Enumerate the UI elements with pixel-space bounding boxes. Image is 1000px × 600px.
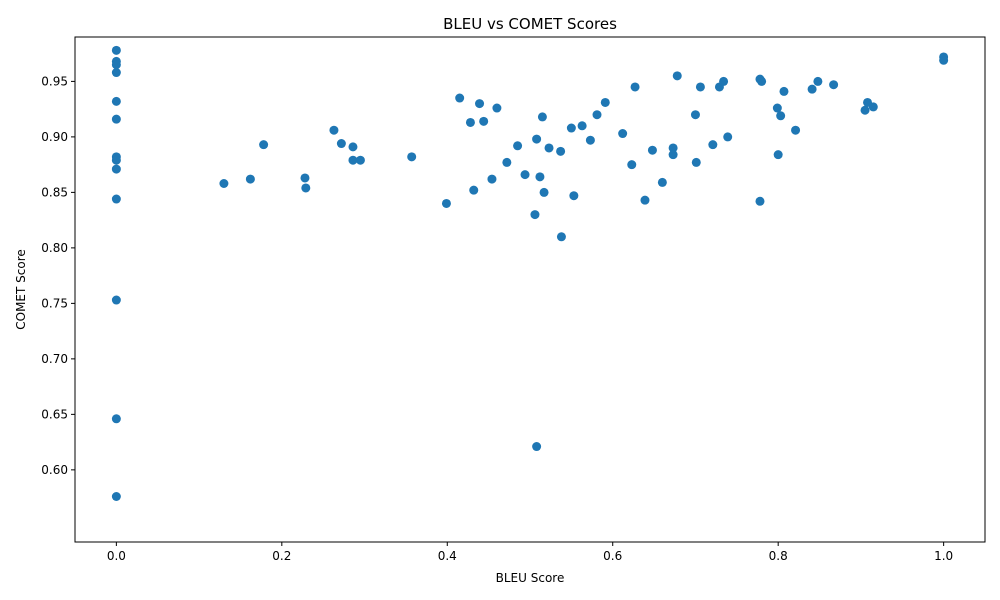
data-point (407, 152, 417, 162)
data-point (111, 164, 121, 174)
data-point (556, 232, 566, 242)
data-point (585, 135, 595, 145)
data-point (111, 414, 121, 424)
data-point (640, 195, 650, 205)
data-point (111, 114, 121, 124)
data-point (329, 125, 339, 135)
data-point (755, 196, 765, 206)
chart-title: BLEU vs COMET Scores (443, 15, 617, 33)
data-point (627, 160, 637, 170)
data-point (111, 295, 121, 305)
data-point (672, 71, 682, 81)
x-tick-label: 0.0 (107, 549, 126, 563)
data-point (630, 82, 640, 92)
data-point (772, 103, 782, 113)
data-point (695, 82, 705, 92)
data-point (723, 132, 733, 142)
data-point (690, 110, 700, 120)
data-point (259, 140, 269, 150)
data-point (537, 112, 547, 122)
y-tick-label: 0.65 (41, 407, 68, 421)
data-point (773, 150, 783, 160)
data-point (111, 491, 121, 501)
data-point (939, 55, 949, 65)
y-tick-label: 0.75 (41, 296, 68, 310)
data-point (520, 170, 530, 180)
data-point (479, 116, 489, 126)
data-point (441, 198, 451, 208)
data-point (657, 177, 667, 187)
y-tick-label: 0.90 (41, 130, 68, 144)
data-point (829, 80, 839, 90)
x-tick-label: 0.2 (272, 549, 291, 563)
data-point (300, 173, 310, 183)
points-layer (111, 45, 949, 501)
data-point (111, 155, 121, 165)
y-tick-label: 0.85 (41, 185, 68, 199)
data-point (465, 117, 475, 127)
x-tick-label: 0.6 (603, 549, 622, 563)
x-axis-label: BLEU Score (496, 571, 565, 585)
data-point (807, 84, 817, 94)
data-point (539, 187, 549, 197)
data-point (475, 99, 485, 109)
data-point (647, 145, 657, 155)
data-point (348, 155, 358, 165)
x-tick-label: 1.0 (934, 549, 953, 563)
data-point (860, 105, 870, 115)
data-point (301, 183, 311, 193)
data-point (502, 157, 512, 167)
y-tick-label: 0.70 (41, 352, 68, 366)
y-tick-label: 0.60 (41, 463, 68, 477)
data-point (532, 134, 542, 144)
data-point (868, 102, 878, 112)
y-axis: 0.60 0.65 0.70 0.75 0.80 0.85 0.90 0.95 (41, 74, 75, 477)
data-point (577, 121, 587, 131)
data-point (618, 129, 628, 139)
data-point (592, 110, 602, 120)
data-point (111, 68, 121, 78)
data-point (757, 76, 767, 86)
data-point (355, 155, 365, 165)
data-point (111, 60, 121, 70)
data-point (776, 111, 786, 121)
data-point (691, 157, 701, 167)
data-point (455, 93, 465, 103)
data-point (532, 442, 542, 452)
data-point (513, 141, 523, 151)
data-point (245, 174, 255, 184)
data-point (492, 103, 502, 113)
data-point (600, 97, 610, 107)
data-point (111, 194, 121, 204)
data-point (556, 146, 566, 156)
y-axis-label: COMET Score (14, 249, 28, 330)
x-tick-label: 0.8 (769, 549, 788, 563)
data-point (530, 210, 540, 220)
y-tick-label: 0.80 (41, 241, 68, 255)
data-point (469, 185, 479, 195)
data-point (569, 191, 579, 201)
data-point (668, 143, 678, 153)
data-point (566, 123, 576, 133)
data-point (487, 174, 497, 184)
plot-area-frame (74, 36, 986, 543)
data-point (791, 125, 801, 135)
data-point (719, 76, 729, 86)
data-point (668, 150, 678, 160)
x-axis: 0.0 0.2 0.4 0.6 0.8 1.0 (107, 542, 953, 563)
data-point (219, 179, 229, 189)
data-point (779, 86, 789, 96)
data-point (111, 45, 121, 55)
data-point (708, 140, 718, 150)
data-point (544, 143, 554, 153)
data-point (348, 142, 358, 152)
data-point (813, 76, 823, 86)
x-tick-label: 0.4 (438, 549, 457, 563)
data-point (111, 96, 121, 106)
data-point (336, 139, 346, 149)
data-point (535, 172, 545, 182)
y-tick-label: 0.95 (41, 74, 68, 88)
